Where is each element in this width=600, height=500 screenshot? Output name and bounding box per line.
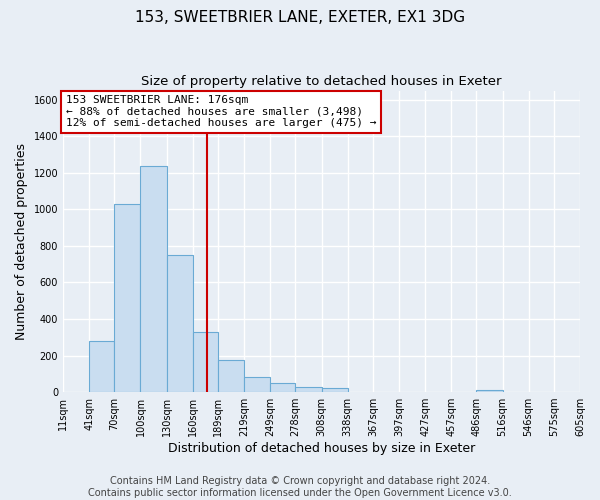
- Bar: [218, 360, 244, 392]
- Y-axis label: Number of detached properties: Number of detached properties: [15, 143, 28, 340]
- Bar: [322, 388, 347, 392]
- Text: 153, SWEETBRIER LANE, EXETER, EX1 3DG: 153, SWEETBRIER LANE, EXETER, EX1 3DG: [135, 10, 465, 25]
- Text: Contains HM Land Registry data © Crown copyright and database right 2024.
Contai: Contains HM Land Registry data © Crown c…: [88, 476, 512, 498]
- Bar: [115, 204, 140, 392]
- Bar: [295, 386, 322, 392]
- Bar: [244, 376, 270, 392]
- Title: Size of property relative to detached houses in Exeter: Size of property relative to detached ho…: [141, 75, 502, 88]
- X-axis label: Distribution of detached houses by size in Exeter: Distribution of detached houses by size …: [168, 442, 475, 455]
- Bar: [167, 254, 193, 392]
- Bar: [476, 390, 503, 392]
- Bar: [193, 332, 218, 392]
- Bar: [270, 383, 295, 392]
- Bar: [89, 342, 115, 392]
- Text: 153 SWEETBRIER LANE: 176sqm
← 88% of detached houses are smaller (3,498)
12% of : 153 SWEETBRIER LANE: 176sqm ← 88% of det…: [65, 95, 376, 128]
- Bar: [140, 166, 167, 392]
